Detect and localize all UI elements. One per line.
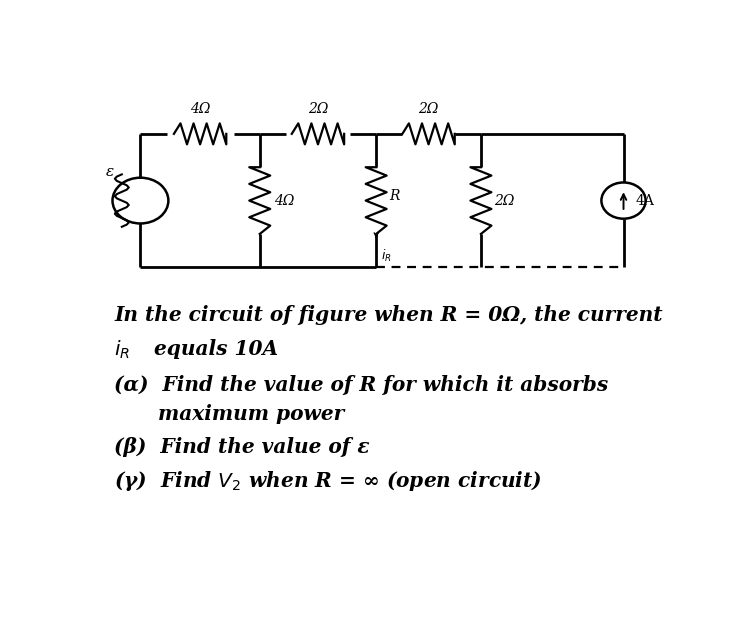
Text: maximum power: maximum power: [158, 404, 344, 425]
Text: 4Ω: 4Ω: [274, 194, 294, 207]
Text: 2Ω: 2Ω: [493, 194, 514, 207]
Text: $i_R$: $i_R$: [381, 248, 391, 264]
Text: equals 10A: equals 10A: [154, 339, 278, 359]
Text: $i_R$: $i_R$: [114, 339, 131, 361]
Text: In the circuit of figure when R = 0Ω, the current: In the circuit of figure when R = 0Ω, th…: [114, 305, 662, 326]
Text: R: R: [389, 189, 400, 203]
Text: ε: ε: [106, 165, 114, 179]
Text: 2Ω: 2Ω: [308, 102, 328, 116]
Text: 4Ω: 4Ω: [190, 102, 210, 116]
Text: (γ)  Find $V_2$ when R = ∞ (open circuit): (γ) Find $V_2$ when R = ∞ (open circuit): [114, 469, 542, 493]
Text: (α)  Find the value of R for which it absorbs: (α) Find the value of R for which it abs…: [114, 374, 608, 395]
Text: 4A: 4A: [635, 194, 654, 207]
Text: 2Ω: 2Ω: [418, 102, 439, 116]
Text: (β)  Find the value of ε: (β) Find the value of ε: [114, 437, 370, 457]
